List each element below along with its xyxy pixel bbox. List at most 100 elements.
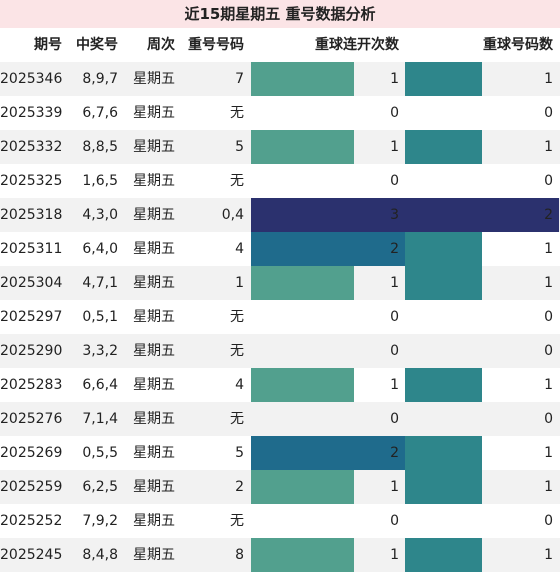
cell-repeat-numbers: 8 — [235, 547, 244, 563]
label-repeat-count: 1 — [544, 139, 553, 155]
label-consecutive-count: 0 — [390, 105, 399, 121]
label-consecutive-count: 1 — [390, 275, 399, 291]
bar-repeat-count — [405, 368, 482, 402]
label-consecutive-count: 0 — [390, 309, 399, 325]
cell-period: 2025332 — [0, 139, 63, 155]
label-repeat-count: 0 — [544, 411, 553, 427]
chart-title: 近15期星期五 重号数据分析 — [0, 0, 560, 28]
cell-repeat-numbers: 无 — [230, 105, 244, 121]
bar-consecutive-count — [251, 368, 354, 402]
bar-consecutive-count — [251, 62, 354, 96]
label-repeat-count: 0 — [544, 309, 553, 325]
label-consecutive-count: 2 — [390, 241, 399, 257]
label-consecutive-count: 0 — [390, 173, 399, 189]
cell-winning-numbers: 6,6,4 — [82, 377, 118, 393]
label-repeat-count: 2 — [544, 207, 553, 223]
bar-repeat-count — [405, 470, 482, 504]
table-row: 2025290 3,3,2 星期五 无 0 0 — [0, 334, 560, 368]
label-repeat-count: 0 — [544, 173, 553, 189]
table-row: 2025325 1,6,5 星期五 无 0 0 — [0, 164, 560, 198]
cell-weekday: 星期五 — [133, 275, 175, 291]
cell-repeat-numbers: 无 — [230, 309, 244, 325]
cell-winning-numbers: 0,5,1 — [82, 309, 118, 325]
label-consecutive-count: 0 — [390, 343, 399, 359]
cell-repeat-numbers: 1 — [235, 275, 244, 291]
cell-winning-numbers: 7,9,2 — [82, 513, 118, 529]
cell-period: 2025283 — [0, 377, 63, 393]
bar-consecutive-count — [251, 266, 354, 300]
table-row: 2025346 8,9,7 星期五 7 1 1 — [0, 62, 560, 96]
cell-period: 2025346 — [0, 71, 63, 87]
label-consecutive-count: 1 — [390, 139, 399, 155]
table-row: 2025252 7,9,2 星期五 无 0 0 — [0, 504, 560, 538]
cell-period: 2025259 — [0, 479, 63, 495]
cell-repeat-numbers: 4 — [235, 377, 244, 393]
cell-weekday: 星期五 — [133, 513, 175, 529]
label-consecutive-count: 0 — [390, 411, 399, 427]
label-consecutive-count: 2 — [390, 445, 399, 461]
cell-weekday: 星期五 — [133, 411, 175, 427]
label-repeat-count: 1 — [544, 275, 553, 291]
label-consecutive-count: 1 — [390, 547, 399, 563]
bar-repeat-count — [405, 232, 482, 266]
cell-period: 2025304 — [0, 275, 63, 291]
label-consecutive-count: 1 — [390, 377, 399, 393]
label-consecutive-count: 1 — [390, 479, 399, 495]
table-row: 2025276 7,1,4 星期五 无 0 0 — [0, 402, 560, 436]
table-row: 2025332 8,8,5 星期五 5 1 1 — [0, 130, 560, 164]
label-consecutive-count: 1 — [390, 71, 399, 87]
table-row: 2025339 6,7,6 星期五 无 0 0 — [0, 96, 560, 130]
cell-weekday: 星期五 — [133, 309, 175, 325]
table-row: 2025245 8,4,8 星期五 8 1 1 — [0, 538, 560, 572]
bar-repeat-count — [405, 130, 482, 164]
bar-repeat-count — [405, 62, 482, 96]
label-repeat-count: 0 — [544, 343, 553, 359]
label-repeat-count: 1 — [544, 445, 553, 461]
cell-repeat-numbers: 5 — [235, 139, 244, 155]
header-repeat-numbers: 重号号码 — [188, 37, 244, 53]
cell-period: 2025325 — [0, 173, 63, 189]
label-repeat-count: 0 — [544, 105, 553, 121]
cell-repeat-numbers: 7 — [235, 71, 244, 87]
table-row: 2025283 6,6,4 星期五 4 1 1 — [0, 368, 560, 402]
cell-repeat-numbers: 无 — [230, 513, 244, 529]
cell-winning-numbers: 4,7,1 — [82, 275, 118, 291]
header-consecutive-count: 重球连开次数 — [315, 37, 399, 53]
cell-period: 2025311 — [0, 241, 63, 257]
cell-winning-numbers: 6,4,0 — [82, 241, 118, 257]
cell-winning-numbers: 7,1,4 — [82, 411, 118, 427]
table-row: 2025269 0,5,5 星期五 5 2 1 — [0, 436, 560, 470]
cell-weekday: 星期五 — [133, 343, 175, 359]
cell-winning-numbers: 8,9,7 — [82, 71, 118, 87]
bar-repeat-count — [405, 538, 482, 572]
cell-winning-numbers: 6,2,5 — [82, 479, 118, 495]
table-row: 2025304 4,7,1 星期五 1 1 1 — [0, 266, 560, 300]
header-repeat-count: 重球号码数 — [483, 37, 553, 53]
cell-winning-numbers: 8,8,5 — [82, 139, 118, 155]
cell-period: 2025339 — [0, 105, 63, 121]
cell-period: 2025245 — [0, 547, 63, 563]
table-row: 2025297 0,5,1 星期五 无 0 0 — [0, 300, 560, 334]
cell-winning-numbers: 3,3,2 — [82, 343, 118, 359]
cell-weekday: 星期五 — [133, 139, 175, 155]
cell-repeat-numbers: 无 — [230, 411, 244, 427]
header-weekday: 周次 — [147, 37, 175, 53]
cell-period: 2025252 — [0, 513, 63, 529]
label-consecutive-count: 0 — [390, 513, 399, 529]
cell-repeat-numbers: 无 — [230, 343, 244, 359]
cell-period: 2025276 — [0, 411, 63, 427]
cell-weekday: 星期五 — [133, 547, 175, 563]
label-repeat-count: 1 — [544, 479, 553, 495]
bar-consecutive-count — [251, 470, 354, 504]
label-repeat-count: 1 — [544, 547, 553, 563]
header-period: 期号 — [34, 37, 62, 53]
cell-winning-numbers: 4,3,0 — [82, 207, 118, 223]
cell-weekday: 星期五 — [133, 377, 175, 393]
cell-weekday: 星期五 — [133, 173, 175, 189]
label-repeat-count: 1 — [544, 241, 553, 257]
cell-winning-numbers: 8,4,8 — [82, 547, 118, 563]
cell-weekday: 星期五 — [133, 71, 175, 87]
cell-weekday: 星期五 — [133, 241, 175, 257]
label-repeat-count: 0 — [544, 513, 553, 529]
cell-weekday: 星期五 — [133, 207, 175, 223]
